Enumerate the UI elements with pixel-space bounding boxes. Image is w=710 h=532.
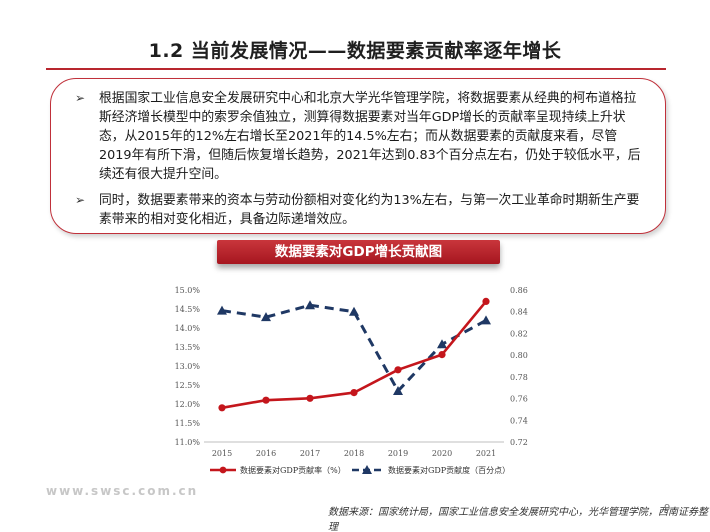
data-point-triangle (481, 315, 491, 325)
data-point-triangle (393, 385, 403, 395)
data-source-note: 数据来源：国家统计局，国家工业信息安全发展研究中心，光华管理学院，西南证券整理 (328, 507, 708, 532)
x-tick-label: 2015 (212, 449, 232, 458)
y-right-tick-label: 0.78 (510, 373, 528, 382)
bullet-arrow-icon: ➢ (75, 193, 86, 207)
y-right-tick-label: 0.82 (510, 329, 528, 338)
y-right-tick-label: 0.80 (510, 351, 528, 360)
data-point-triangle (437, 339, 447, 349)
y-left-tick-label: 12.0% (175, 400, 201, 409)
y-left-tick-label: 13.0% (175, 362, 201, 371)
legend-marker-triangle (362, 465, 372, 474)
data-point-circle (482, 297, 490, 305)
x-tick-label: 2019 (388, 449, 408, 458)
y-left-tick-label: 11.5% (175, 419, 201, 428)
y-right-tick-label: 0.74 (510, 416, 528, 425)
bullet-text: 同时，数据要素带来的资本与劳动份额相对变化约为13%左右，与第一次工业革命时期新… (99, 193, 640, 227)
data-point-circle (306, 394, 314, 402)
title-divider (46, 68, 666, 70)
data-point-circle (394, 366, 402, 374)
data-point-circle (350, 389, 358, 397)
y-left-tick-label: 14.0% (175, 324, 201, 333)
page-number: 9 (664, 503, 671, 514)
x-tick-label: 2016 (256, 449, 276, 458)
footer-url: www.swsc.com.cn (46, 484, 199, 498)
y-left-tick-label: 15.0% (175, 286, 201, 295)
data-point-triangle (217, 305, 227, 315)
data-point-triangle (305, 300, 315, 310)
gdp-contribution-chart: 11.0% 11.5% 12.0% 12.5% 13.0% 13.5% 14.0% 14.5%… (175, 286, 528, 475)
bullet-item: ➢ 根据国家工业信息安全发展研究中心和北京大学光华管理学院，将数据要素从经典的柯… (75, 89, 645, 184)
summary-callout: ➢ 根据国家工业信息安全发展研究中心和北京大学光华管理学院，将数据要素从经典的柯… (50, 78, 666, 234)
data-point-circle (438, 351, 446, 359)
data-point-triangle (349, 306, 359, 316)
data-point-triangle (261, 312, 271, 322)
bullet-text: 根据国家工业信息安全发展研究中心和北京大学光华管理学院，将数据要素从经典的柯布道… (99, 91, 641, 182)
y-left-tick-label: 11.0% (175, 438, 201, 447)
legend-marker-circle (219, 466, 227, 474)
y-left-tick-label: 12.5% (175, 381, 201, 390)
x-tick-label: 2017 (300, 449, 320, 458)
page-title: 1.2 当前发展情况——数据要素贡献率逐年增长 (148, 40, 562, 62)
legend-label-rate: 数据要素对GDP贡献率（%） (240, 465, 346, 475)
x-tick-label: 2021 (476, 449, 496, 458)
legend-label-degree: 数据要素对GDP贡献度（百分点） (388, 465, 510, 475)
data-point-circle (218, 404, 226, 412)
y-left-tick-label: 14.5% (175, 305, 201, 314)
bullet-arrow-icon: ➢ (75, 91, 86, 105)
y-right-tick-label: 0.84 (510, 308, 528, 317)
y-right-tick-label: 0.72 (510, 438, 528, 447)
y-right-tick-label: 0.86 (510, 286, 528, 295)
y-left-tick-label: 13.5% (175, 343, 201, 352)
x-tick-label: 2020 (432, 449, 452, 458)
x-tick-label: 2018 (344, 449, 364, 458)
chart-banner: 数据要素对GDP增长贡献图 (217, 240, 500, 264)
data-point-circle (262, 396, 270, 404)
bullet-item: ➢ 同时，数据要素带来的资本与劳动份额相对变化约为13%左右，与第一次工业革命时… (75, 191, 645, 229)
y-right-tick-label: 0.76 (510, 395, 528, 404)
